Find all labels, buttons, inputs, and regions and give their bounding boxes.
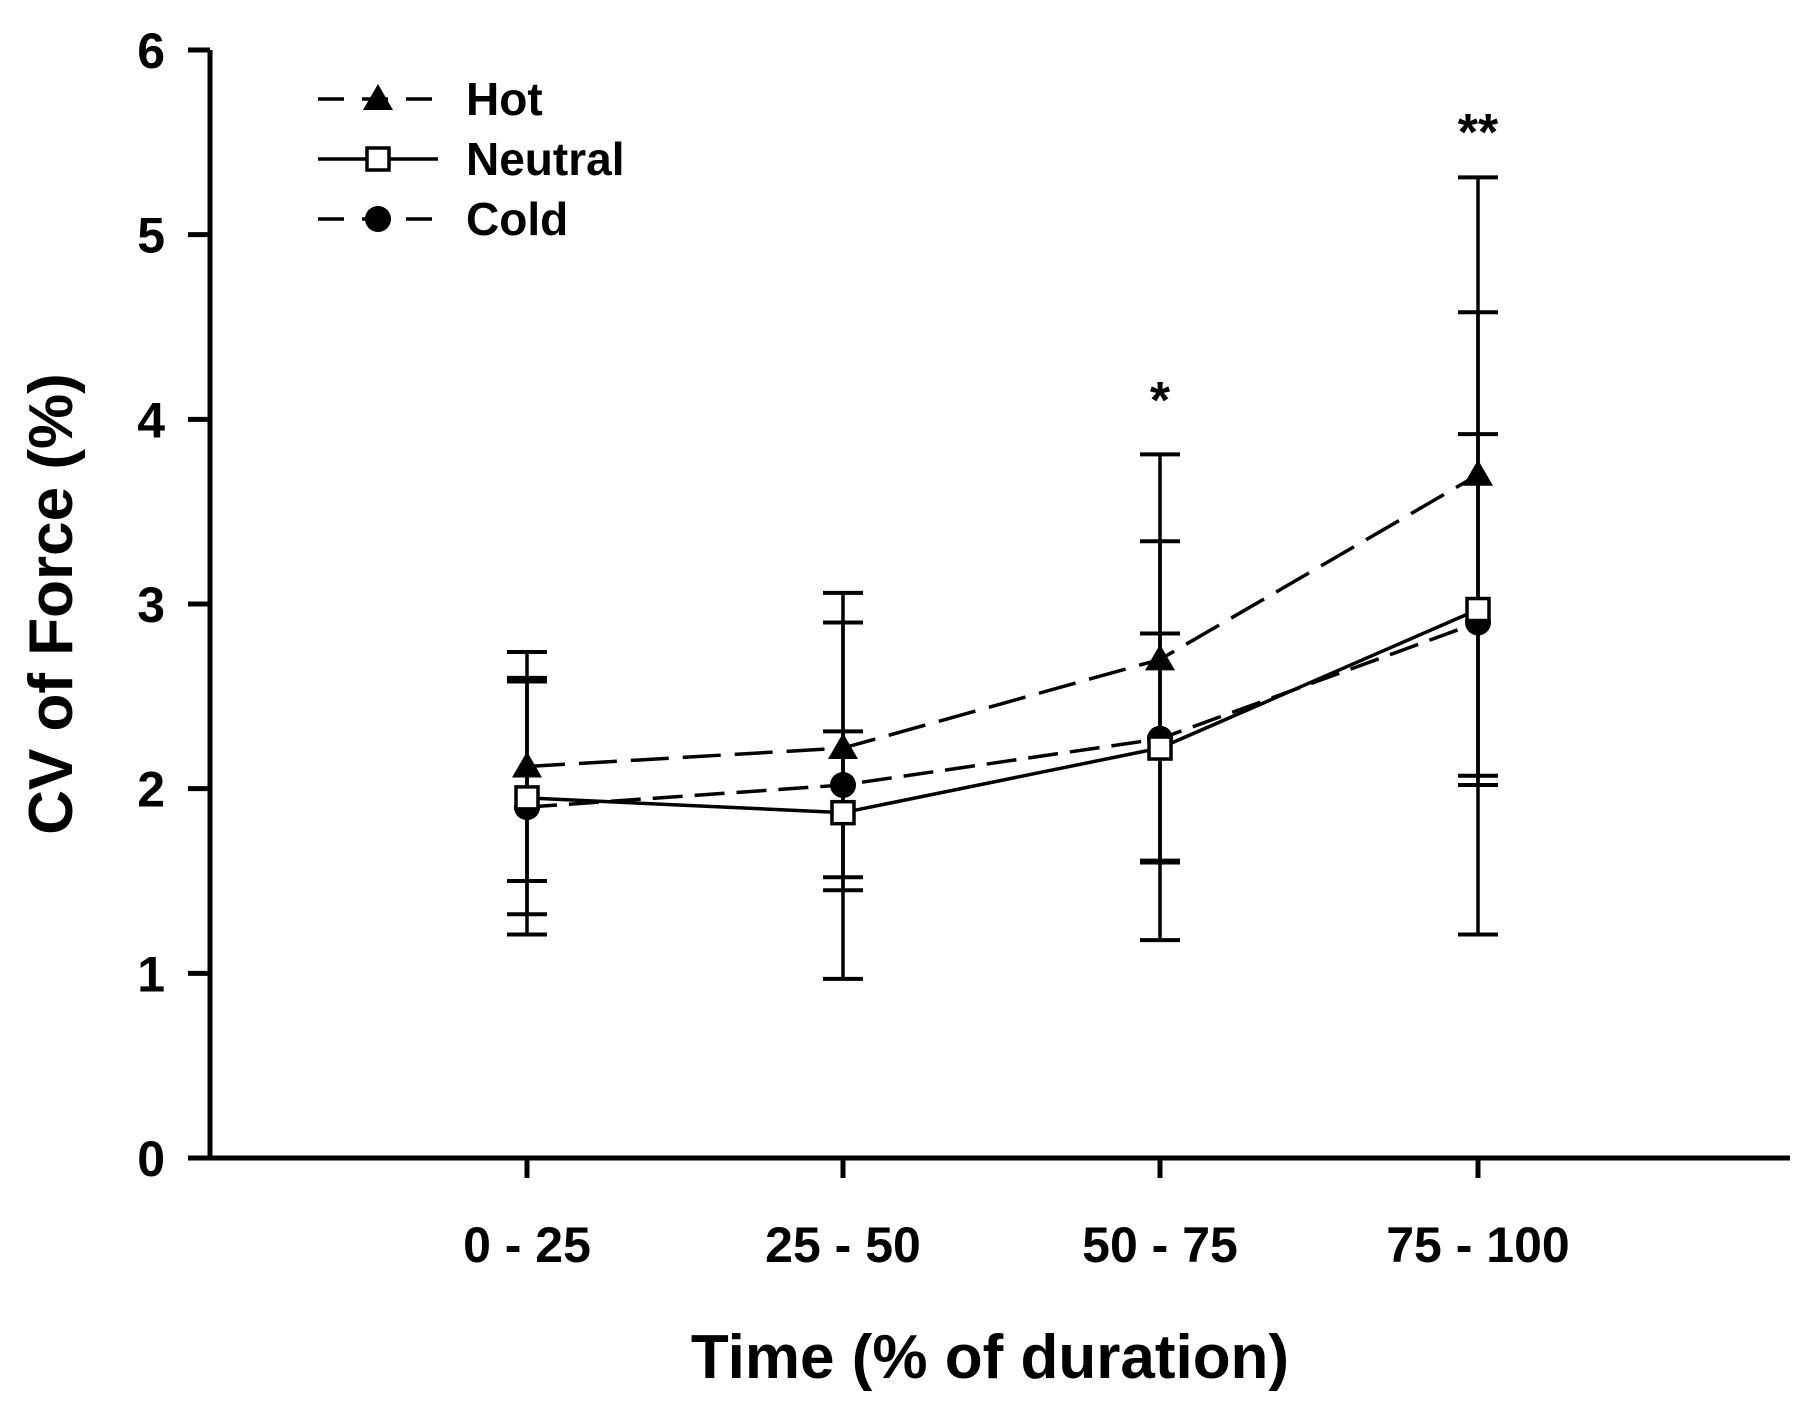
axes: [207, 50, 1790, 1161]
y-tick-label: 0: [137, 1131, 165, 1187]
data-point-neutral: [830, 799, 856, 826]
x-axis-title: Time (% of duration): [691, 1323, 1289, 1392]
x-tick-label: 25 - 50: [765, 1217, 921, 1273]
y-tick-label: 5: [137, 208, 165, 264]
series-line-neutral: [526, 607, 1479, 815]
data-point-hot: [1145, 644, 1175, 671]
legend: Hot Neutral Cold: [318, 73, 624, 245]
legend-item-neutral: Neutral: [318, 133, 624, 185]
data-point-neutral: [1465, 596, 1491, 623]
legend-marker-neutral: [365, 146, 391, 172]
y-tick-label: 6: [137, 23, 165, 79]
series-line-cold: [526, 620, 1479, 809]
y-ticks: 0 1 2 3 4 5 6: [137, 23, 210, 1187]
data-point-hot: [828, 733, 858, 760]
legend-marker-hot: [363, 84, 393, 110]
legend-marker-cold: [365, 206, 391, 232]
y-axis-title: CV of Force (%): [17, 373, 86, 835]
data-point-hot: [512, 751, 542, 778]
significance-marker: **: [1458, 104, 1499, 162]
significance-marker: *: [1150, 372, 1171, 430]
x-tick-label: 50 - 75: [1082, 1217, 1238, 1273]
error-bars: [507, 175, 1498, 981]
y-tick-label: 1: [137, 946, 165, 1002]
x-tick-label: 0 - 25: [463, 1217, 591, 1273]
data-point-cold: [830, 771, 856, 798]
data-point-neutral: [514, 785, 540, 811]
series-lines: [526, 473, 1479, 815]
legend-label: Cold: [466, 193, 568, 245]
error-bar-cold: [1458, 432, 1498, 787]
data-point-hot: [1463, 459, 1493, 486]
x-ticks: 0 - 25 25 - 50 50 - 75 75 - 100: [463, 1158, 1570, 1273]
series-line-hot: [526, 473, 1479, 769]
y-tick-label: 3: [137, 577, 165, 633]
legend-label: Hot: [466, 73, 543, 125]
legend-item-hot: Hot: [318, 73, 543, 125]
data-point-neutral: [1147, 735, 1173, 761]
significance-annotations: ***: [1150, 104, 1499, 430]
y-tick-label: 4: [137, 392, 165, 448]
series-markers: [512, 459, 1493, 826]
y-tick-label: 2: [137, 762, 165, 818]
x-tick-label: 75 - 100: [1386, 1217, 1569, 1273]
legend-item-cold: Cold: [318, 193, 568, 245]
legend-label: Neutral: [466, 133, 624, 185]
